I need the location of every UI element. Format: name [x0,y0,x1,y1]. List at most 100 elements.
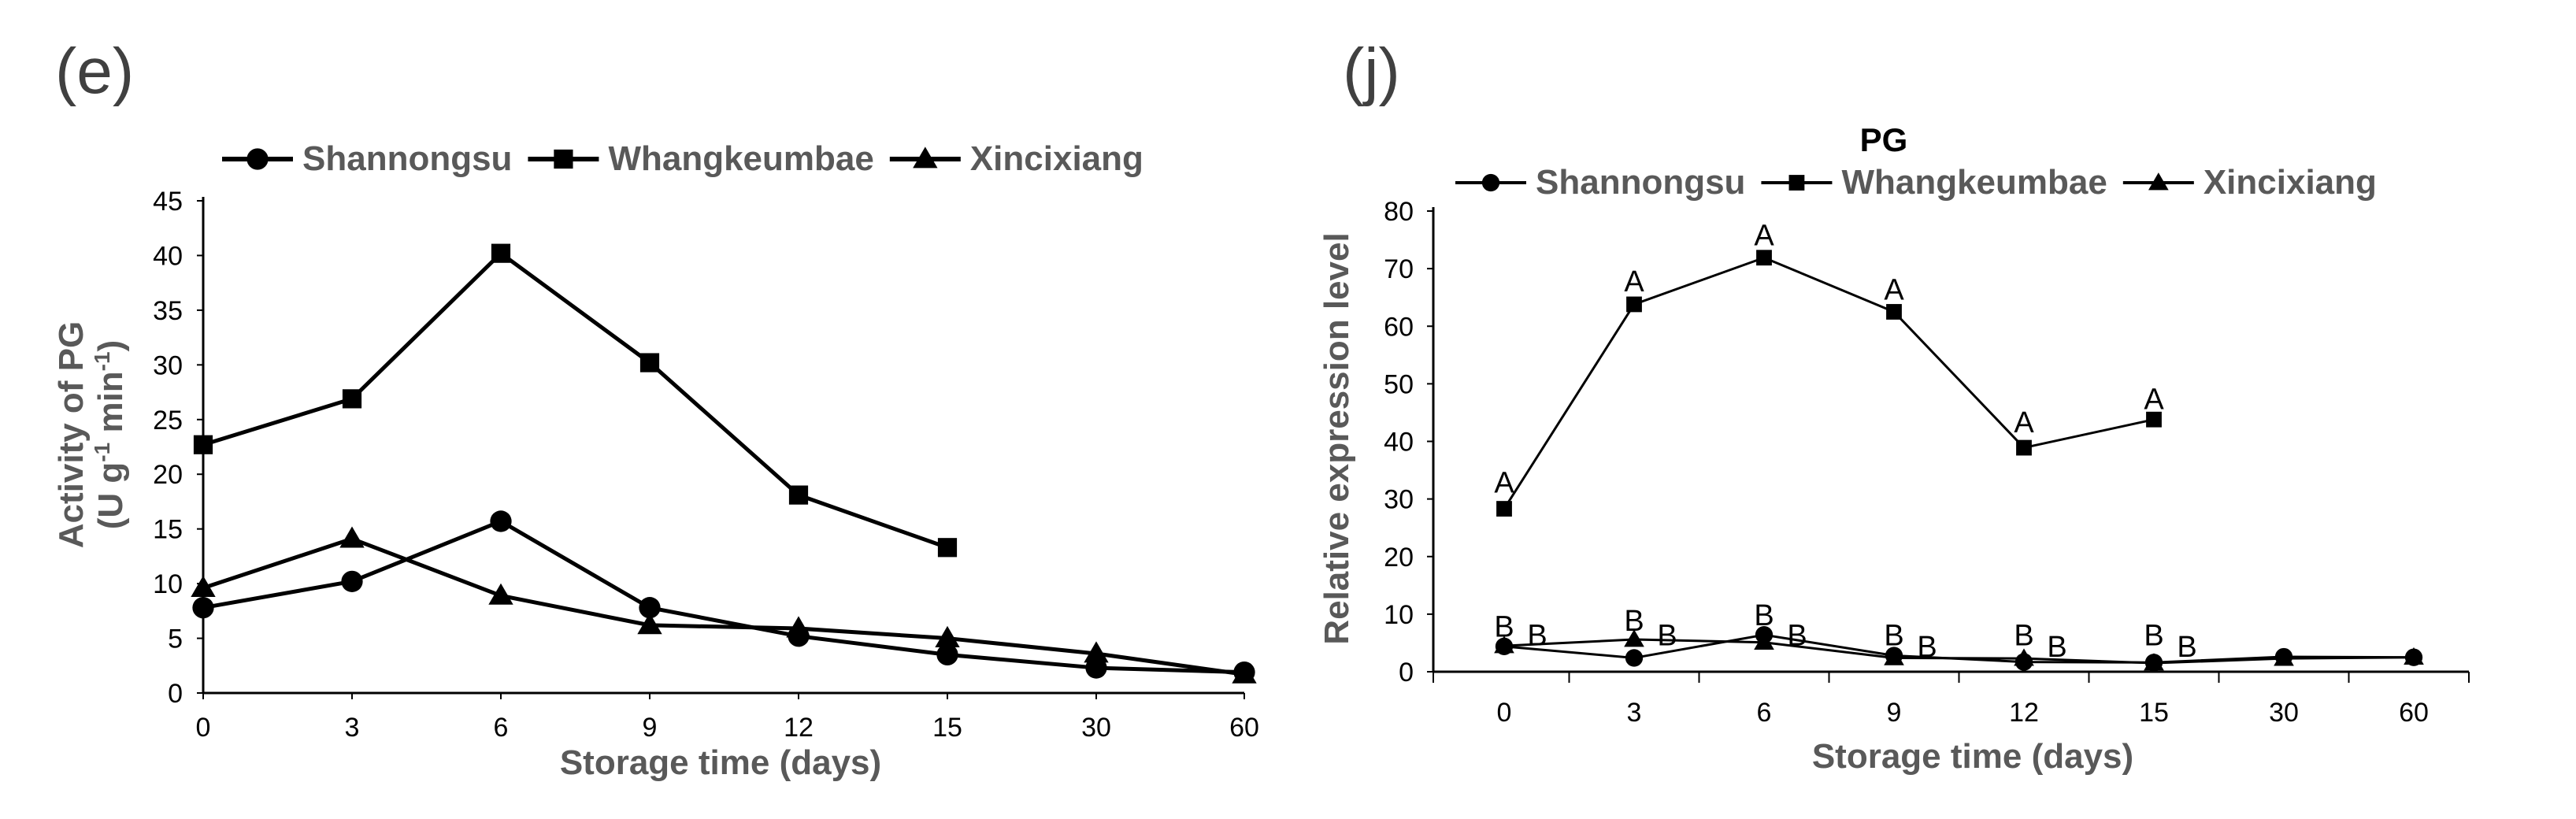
y-axis-title-e-line2: (U g-1 min-1) [90,340,130,529]
series-xincixiang-e [191,526,1257,684]
panel-j: (j) PG Shannongsu Whangkeumbae Xincixiang … [1318,35,2470,776]
y-axis-title-e-line1: Activity of PG [52,321,91,549]
ylabel-part-4: ) [91,340,130,352]
y-tick-label-j: 10 [1384,600,1414,630]
legend-marker-triangle [913,146,938,169]
data-point-whangkeumbae [2016,439,2032,456]
series-line-whangkeumbae [1503,256,2155,510]
significance-letter: B [1657,619,1677,652]
x-tick-label-j: 15 [2139,698,2169,728]
data-point-xincixiang [2144,653,2164,671]
data-point-whangkeumbae [1886,304,1902,320]
significance-letter: B [1527,619,1547,652]
data-point-xincixiang [191,575,216,598]
y-tick-label-e: 30 [153,350,183,380]
x-tick-label-j: 9 [1887,698,1902,728]
data-point-xincixiang [1232,662,1257,684]
x-tick-label-j: 60 [2399,698,2429,728]
significance-letter: A [1754,219,1774,252]
significance-letter: A [2144,384,2164,417]
significance-letter: B [1754,599,1774,632]
x-tick-label-e: 3 [345,713,360,743]
legend-marker-triangle [2148,172,2169,191]
x-axis-title-e: Storage time (days) [560,743,881,782]
significance-letter: B [1787,619,1807,652]
y-tick-label-e: 15 [153,515,183,545]
data-point-xincixiang [935,625,960,647]
significance-letter: B [1917,631,1937,664]
legend-label: Shannongsu [1536,163,1745,202]
y-tick-label-e: 25 [153,406,183,435]
data-point-whangkeumbae [2146,411,2162,428]
data-point-whangkeumbae [1756,250,1772,266]
data-point-xincixiang [2404,647,2424,665]
legend-item-xincixiang-e: Xincixiang [889,139,1143,178]
data-point-shannongsu [490,510,512,532]
x-tick-label-e: 6 [494,713,509,743]
data-point-whangkeumbae [788,485,809,505]
legend-marker-square [1788,175,1805,191]
data-point-xincixiang [1494,636,1514,654]
legend-item-whangkeumbae-e: Whangkeumbae [528,139,874,178]
series-e [191,243,1257,684]
chart-title-j: PG [1860,121,1908,158]
series-line-xincixiang [202,536,1245,676]
x-tick-label-j: 6 [1757,698,1772,728]
data-point-xincixiang [637,613,662,635]
significance-letter: A [1884,274,1904,307]
legend-e: Shannongsu Whangkeumbae Xincixiang [222,139,1143,178]
legend-item-xincixiang-j: Xincixiang [2122,163,2377,202]
significance-letter: B [2177,631,2196,664]
panel-label-e: (e) [55,35,134,107]
data-point-xincixiang [786,616,811,638]
axes-j: 0 10 20 30 40 50 60 70 80 0 3 6 9 12 15 30 60 [1384,197,2470,728]
data-point-whangkeumbae [1496,501,1512,517]
x-tick-label-e: 60 [1229,713,1259,743]
x-tick-label-j: 30 [2269,698,2299,728]
legend-label: Whangkeumbae [1841,163,2107,202]
y-tick-label-e: 10 [153,569,183,599]
data-point-xincixiang [1884,647,1904,665]
series-whangkeumbae-j [1496,250,2162,517]
data-point-xincixiang [2274,648,2294,666]
data-point-whangkeumbae [639,353,660,372]
x-tick-label-e: 0 [196,713,211,743]
y-tick-label-e: 0 [168,679,183,709]
data-point-shannongsu [936,643,958,666]
data-point-xincixiang [1624,629,1644,647]
x-tick-label-e: 30 [1081,713,1111,743]
ylabel-part-0: (U g [91,462,130,530]
y-tick-label-e: 35 [153,296,183,326]
x-axis-title-j: Storage time (days) [1812,737,2133,776]
x-tick-label-e: 9 [643,713,658,743]
ylabel-part-1: -1 [90,443,114,462]
data-point-whangkeumbae [193,435,213,454]
legend-marker-circle [246,148,269,170]
y-axis-title-e: Activity of PG (U g-1 min-1) [52,321,130,549]
y-tick-label-j: 60 [1384,312,1414,342]
legend-label: Whangkeumbae [608,139,873,178]
legend-marker-square [554,149,573,169]
significance-letter: B [1624,605,1644,638]
y-tick-label-e: 40 [153,241,183,271]
data-point-xincixiang [2014,648,2034,666]
ylabel-part-3: -1 [90,351,114,371]
x-tick-label-e: 15 [932,713,962,743]
y-tick-label-e: 20 [153,460,183,490]
y-tick-label-j: 50 [1384,369,1414,399]
y-axis-title-j: Relative expression level [1318,232,1356,644]
significance-letter: B [2014,619,2033,652]
legend-item-whangkeumbae-j: Whangkeumbae [1761,163,2107,202]
legend-item-shannongsu-e: Shannongsu [222,139,512,178]
y-tick-label-j: 0 [1399,658,1414,687]
data-point-xincixiang [1084,641,1109,663]
data-point-whangkeumbae [342,389,362,409]
legend-label: Xincixiang [970,139,1143,178]
series-line-shannongsu [202,519,1245,675]
significance-letter: A [2014,406,2034,439]
significance-letter: B [1884,619,1903,652]
data-point-shannongsu [192,597,214,619]
panel-e: (e) Shannongsu Whangkeumbae Xincixiang 0 5 1… [52,35,1259,782]
